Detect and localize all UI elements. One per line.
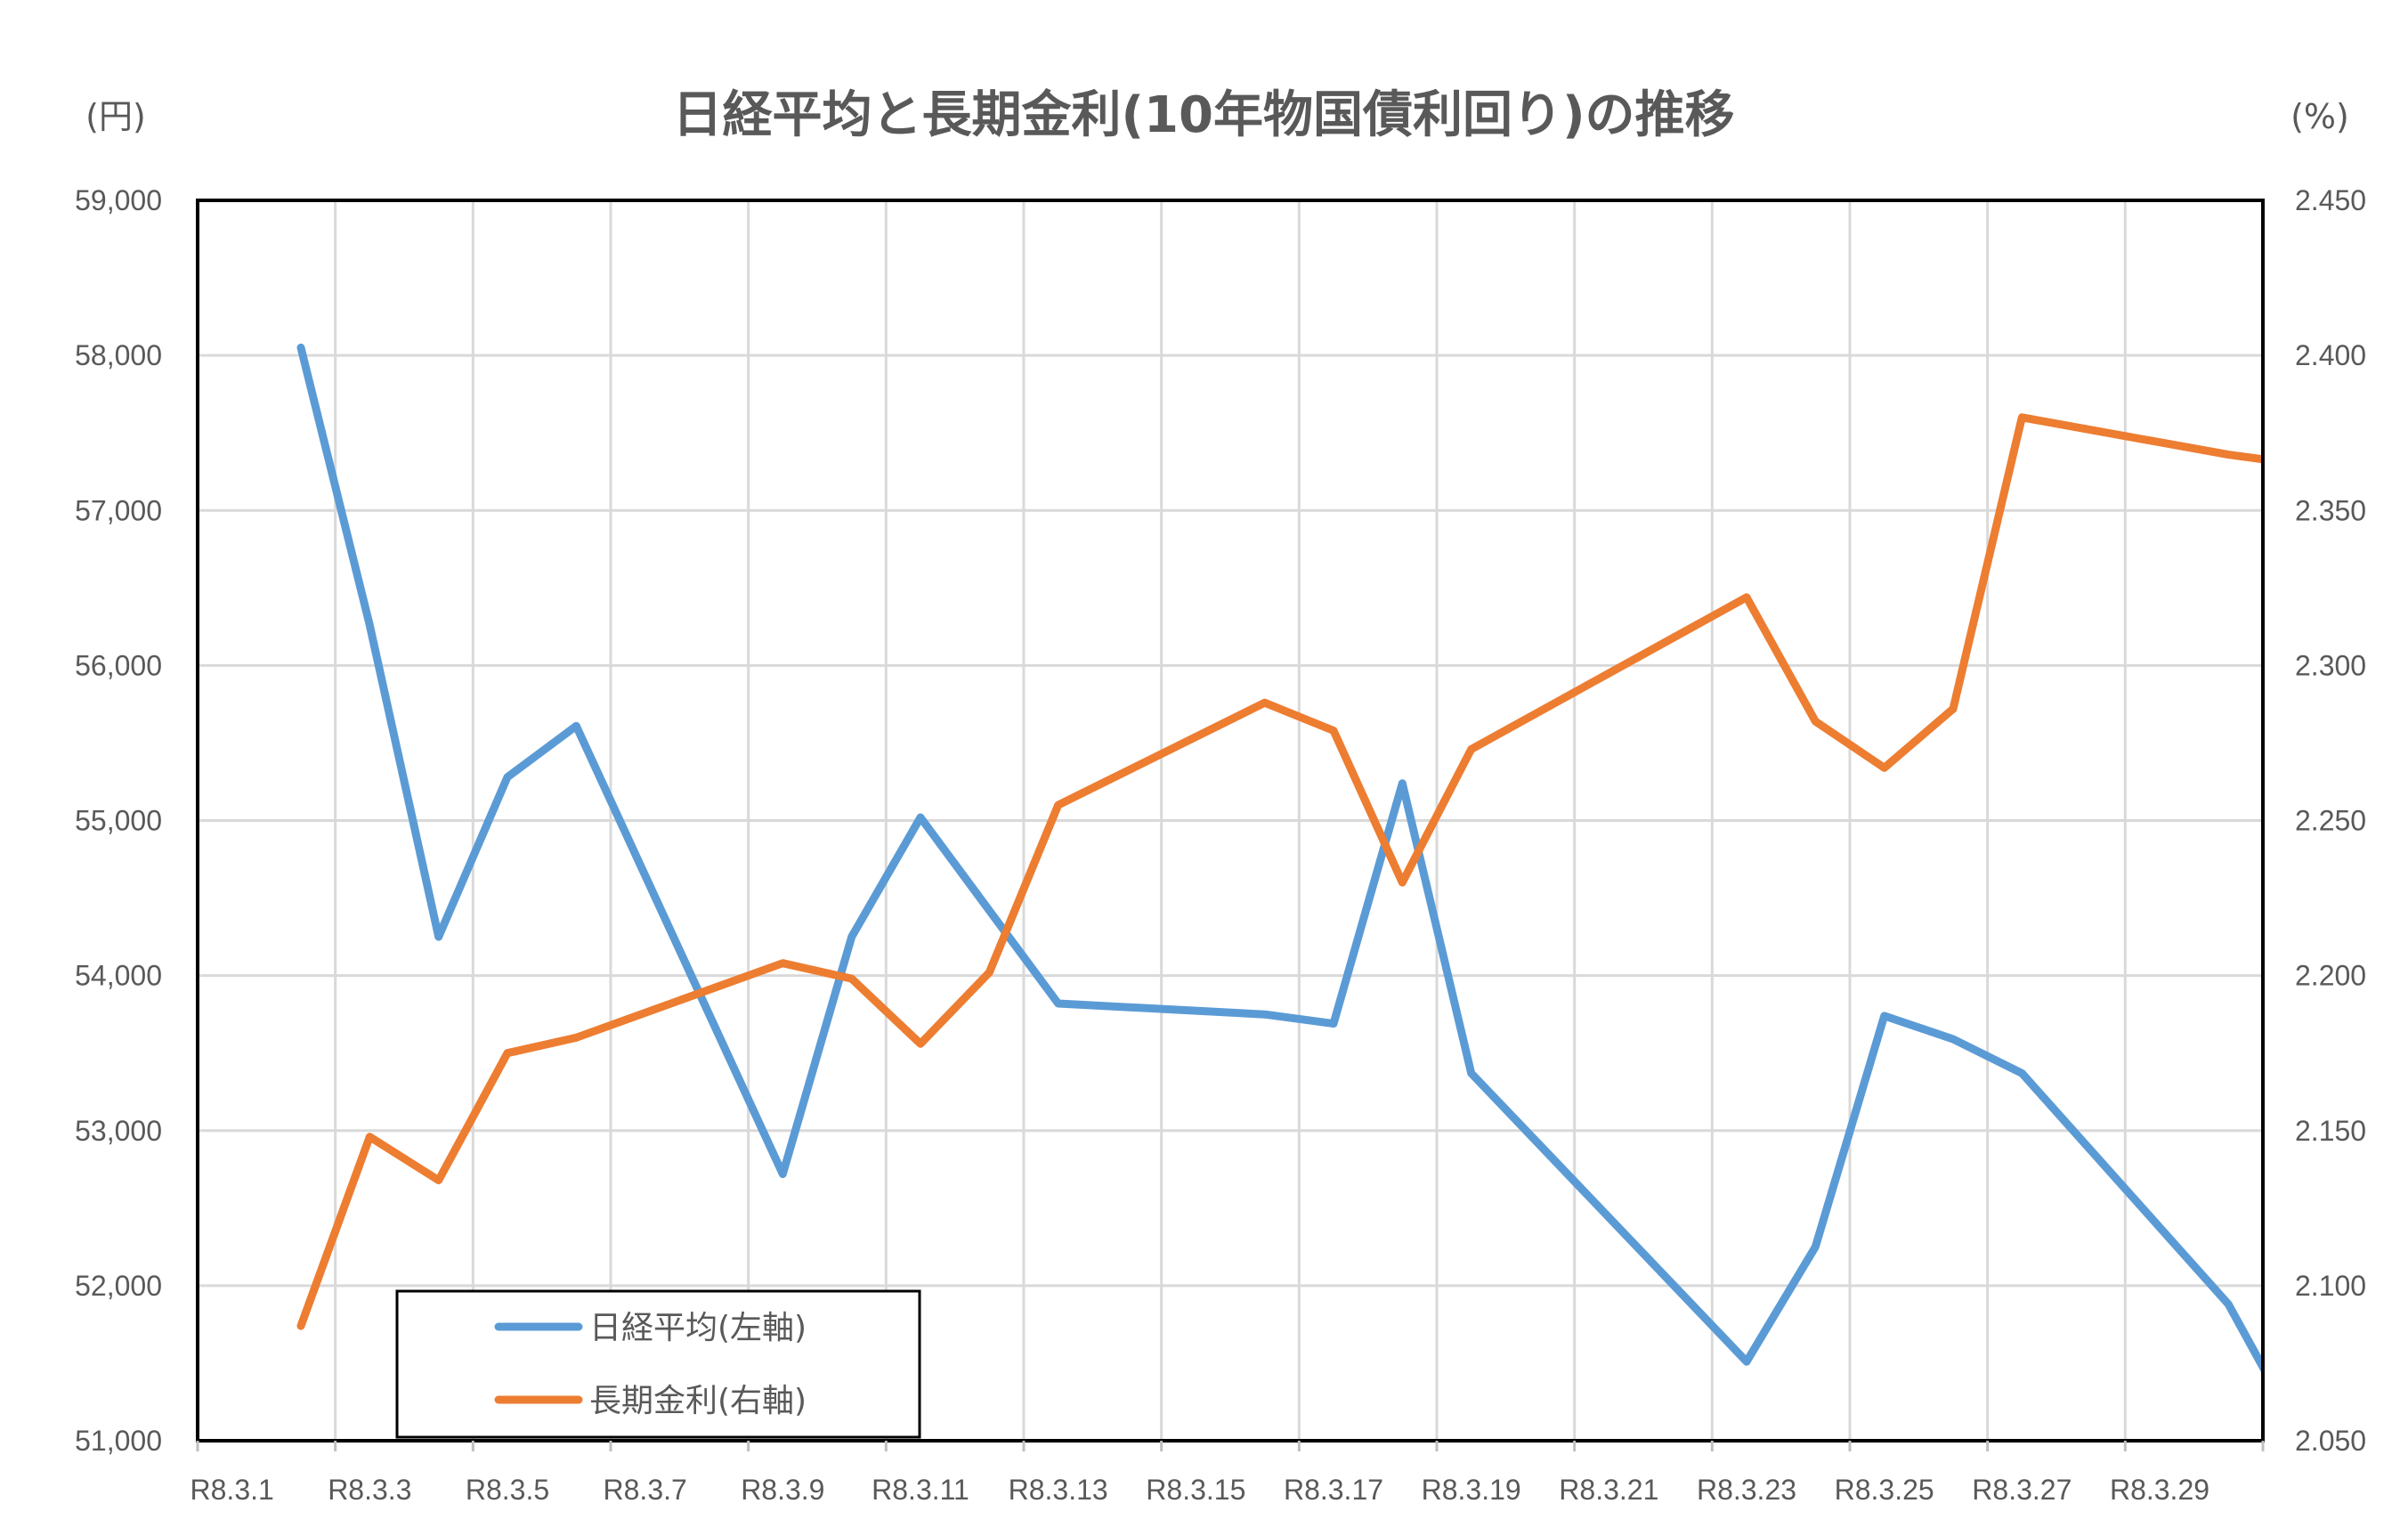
y-left-tick-label: 51,000 — [75, 1425, 162, 1457]
x-tick-label: R8.3.15 — [1146, 1474, 1245, 1506]
axes: 59,000 2.450 58,000 2.400 57,000 2.350 56,000 2… — [75, 184, 2366, 1506]
y-left-tick-label: 59,000 — [75, 184, 162, 216]
plot-border — [196, 199, 2265, 1443]
x-tick-label: R8.3.3 — [328, 1474, 411, 1506]
x-tick-label: R8.3.19 — [1422, 1474, 1521, 1506]
y-right-tick-label: 2.350 — [2295, 494, 2366, 526]
gridlines — [196, 199, 2265, 1443]
legend-label-nikkei: 日経平均(左軸) — [589, 1310, 807, 1346]
y-left-tick-label: 54,000 — [75, 960, 162, 992]
x-tick-label: R8.3.17 — [1284, 1474, 1383, 1506]
legend-box — [395, 1289, 921, 1439]
x-tick-label: R8.3.1 — [191, 1474, 274, 1506]
x-tick-label: R8.3.9 — [741, 1474, 824, 1506]
y-right-tick-label: 2.400 — [2295, 339, 2366, 371]
x-tick-label: R8.3.13 — [1009, 1474, 1108, 1506]
legend-label-yield: 長期金利(右軸) — [589, 1383, 807, 1419]
x-tick-label: R8.3.11 — [872, 1474, 969, 1506]
y-left-tick-label: 55,000 — [75, 805, 162, 837]
y-right-tick-label: 2.150 — [2295, 1115, 2366, 1147]
x-tick-label: R8.3.21 — [1559, 1474, 1658, 1506]
x-tick-label: R8.3.7 — [604, 1474, 687, 1506]
y-right-tick-label: 2.200 — [2295, 960, 2366, 992]
x-tick-label: R8.3.27 — [1972, 1474, 2072, 1506]
right-axis-unit: (%) — [2290, 97, 2349, 136]
y-right-tick-label: 2.100 — [2295, 1270, 2366, 1302]
y-left-tick-label: 57,000 — [75, 494, 162, 526]
y-right-tick-label: 2.300 — [2295, 649, 2366, 681]
y-left-tick-label: 52,000 — [75, 1270, 162, 1302]
legend: 日経平均(左軸) 長期金利(右軸) — [395, 1289, 921, 1439]
left-axis-unit: (円) — [85, 97, 146, 136]
y-right-tick-label: 2.250 — [2295, 805, 2366, 837]
x-tick-label: R8.3.29 — [2110, 1474, 2209, 1506]
y-right-tick-label: 2.450 — [2295, 184, 2366, 216]
x-tick-label: R8.3.5 — [466, 1474, 549, 1506]
y-left-tick-label: 58,000 — [75, 339, 162, 371]
y-right-tick-label: 2.050 — [2295, 1425, 2366, 1457]
x-tick-label: R8.3.23 — [1697, 1474, 1796, 1506]
y-left-tick-label: 53,000 — [75, 1115, 162, 1147]
y-left-tick-label: 56,000 — [75, 649, 162, 681]
x-tick-label: R8.3.25 — [1835, 1474, 1934, 1506]
chart-title: 日経平均と長期金利(10年物国債利回り)の推移 — [672, 86, 1734, 144]
series-lines — [296, 343, 2263, 1376]
